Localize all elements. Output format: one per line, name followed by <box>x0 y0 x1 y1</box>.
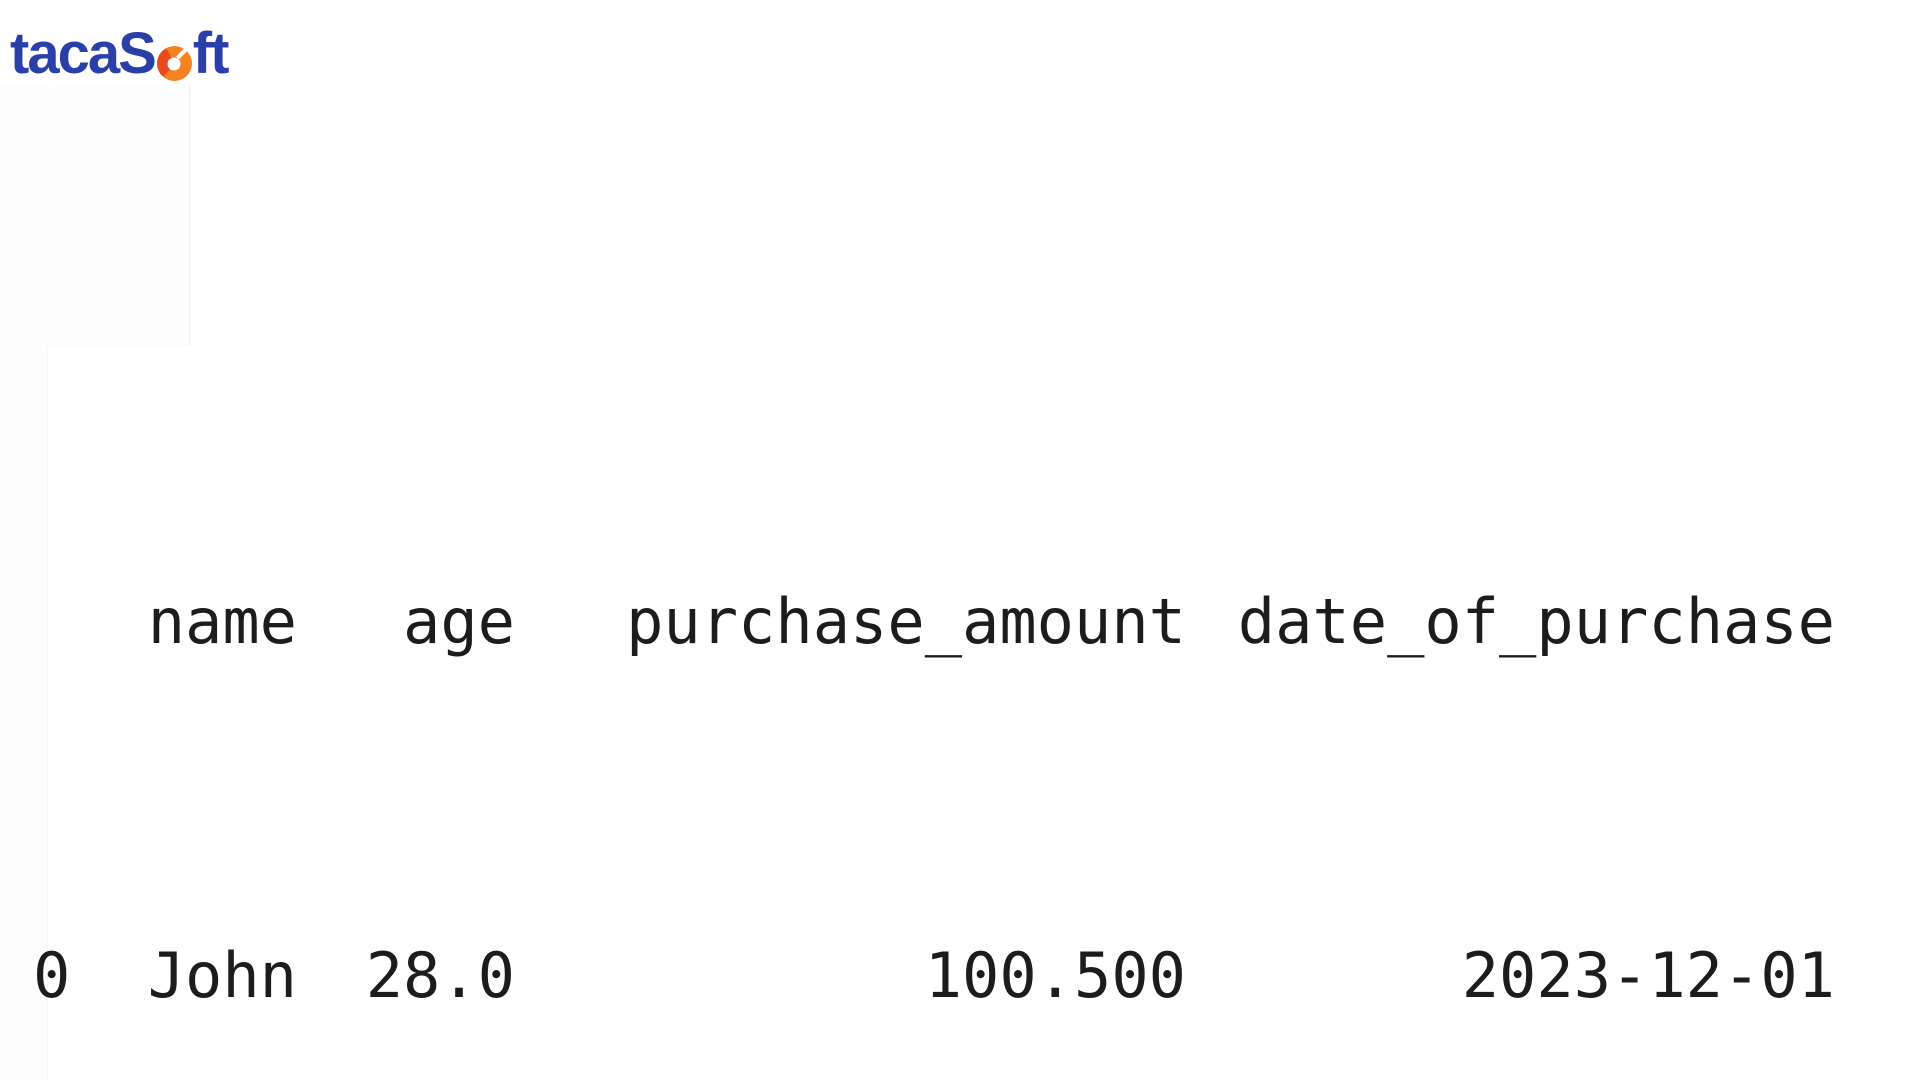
header-date-of-purchase: date_of_purchase <box>1237 584 1835 658</box>
header-age: age <box>403 584 515 658</box>
background-seam-bottom-left <box>0 346 48 1080</box>
row-index: 0 <box>33 938 71 1012</box>
dataframe-header-row: name age purchase_amount date_of_purchas… <box>33 578 1835 667</box>
table-row: 0 John 28.0 100.500 2023-12-01 <box>33 932 1835 1021</box>
cell-date-of-purchase: 2023-12-01 <box>1461 938 1835 1012</box>
header-name: name <box>147 584 297 658</box>
cell-name: John <box>147 938 297 1012</box>
logo-text-s: S <box>118 21 157 86</box>
logo-donut-notch <box>175 47 188 60</box>
logo-donut-hole <box>167 57 181 70</box>
cell-purchase-amount: 100.500 <box>924 938 1186 1012</box>
logo-orange-donut-icon <box>156 46 192 81</box>
header-index-cell <box>33 578 71 667</box>
background-seam-top-left <box>0 84 190 346</box>
dataframe-console-output: name age purchase_amount date_of_purchas… <box>33 312 1835 1080</box>
header-purchase-amount: purchase_amount <box>626 584 1186 658</box>
logo-text-taca: taca <box>10 21 120 86</box>
logo-text-ft: ft <box>192 21 230 86</box>
cell-age: 28.0 <box>365 938 515 1012</box>
